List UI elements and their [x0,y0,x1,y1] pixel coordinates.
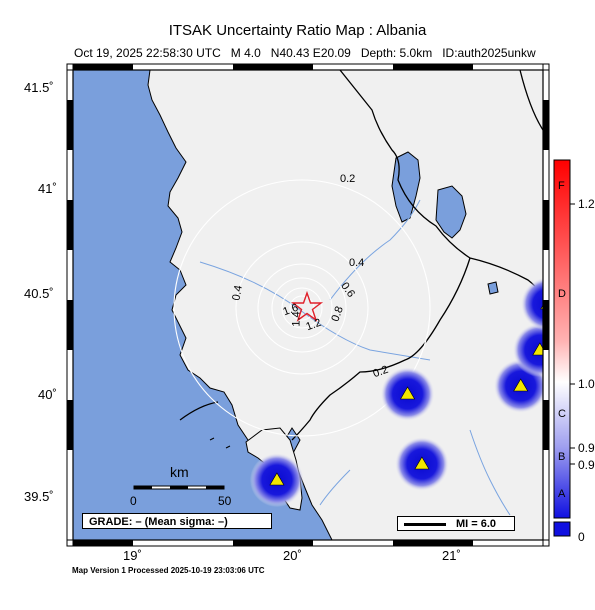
station-halo [520,277,543,331]
station-triangle [532,342,543,356]
colorbar-min-swatch [553,521,571,537]
border-greece [291,257,471,441]
event-depth: Depth: 5.0km [360,46,433,60]
station-triangle [414,456,430,470]
event-datetime: Oct 19, 2025 22:58:30 UTC [74,46,221,60]
lon-label: 21˚ [442,548,461,563]
event-info: Oct 19, 2025 22:58:30 UTC M 4.0 N40.43 E20… [74,46,546,60]
coast-fragment [179,401,219,421]
frame-border-ticks [66,63,550,547]
epicenter-star [290,290,324,322]
lake-small [487,281,499,295]
scale-unit: km [170,464,189,480]
colorbar-grade: F [558,180,565,192]
river-aoos [469,429,511,516]
border-kosovo [519,70,543,131]
station-halo [512,323,543,377]
scale-max: 50 [218,494,232,508]
lon-label: 20˚ [283,548,302,563]
event-id: ID:auth2025unkw [442,46,536,60]
map-title: ITSAK Uncertainty Ratio Map : Albania [168,22,427,39]
lat-label: 40˚ [38,387,57,402]
stations-layer [269,304,543,486]
colorbar [553,159,571,519]
event-location: N40.43 E20.09 [270,46,351,60]
lon-label: 19˚ [123,548,142,563]
station-triangle [513,378,529,392]
colorbar-tick: 0 [578,530,585,544]
border-north-macedonia [339,70,543,301]
colorbar-ticks [570,203,575,465]
coast-fragment [209,437,231,449]
river-devoll [329,199,421,301]
colorbar-grade: C [558,408,566,420]
mi-legend-line [404,523,446,526]
event-magnitude: M 4.0 [230,46,261,60]
contour-label: 0.4 [349,257,365,269]
lat-label: 40.5˚ [24,286,54,301]
lat-label: 41˚ [38,181,57,196]
colorbar-tick: 0.9 [578,458,595,472]
contour-label: 1.4 [290,311,303,327]
colorbar-grade: A [558,488,566,500]
lat-label: 41.5˚ [24,80,54,95]
grade-box: GRADE: – (Mean sigma: –) [82,513,272,529]
colorbar-tick: 1.0 [578,377,595,391]
river-vjose [199,261,431,361]
mi-legend-label: MI = 6.0 [456,518,497,530]
lat-label: 39.5˚ [24,489,54,504]
colorbar-tick: 0.9 [578,441,595,455]
colorbar-grade: D [558,288,566,300]
mi-legend: MI = 6.0 [397,516,515,531]
station-triangle [400,386,416,400]
colorbar-tick: 1.2 [578,197,595,211]
map-footer: Map Version 1 Processed 2025-10-19 23:03… [72,566,265,575]
lake-prespa [435,185,467,239]
colorbar-grade: B [558,451,566,463]
station-triangle [269,472,285,486]
contour-label: 0.2 [340,173,356,185]
scale-min: 0 [130,494,137,508]
river-thyamis [319,469,351,506]
scale-bar [133,485,225,490]
